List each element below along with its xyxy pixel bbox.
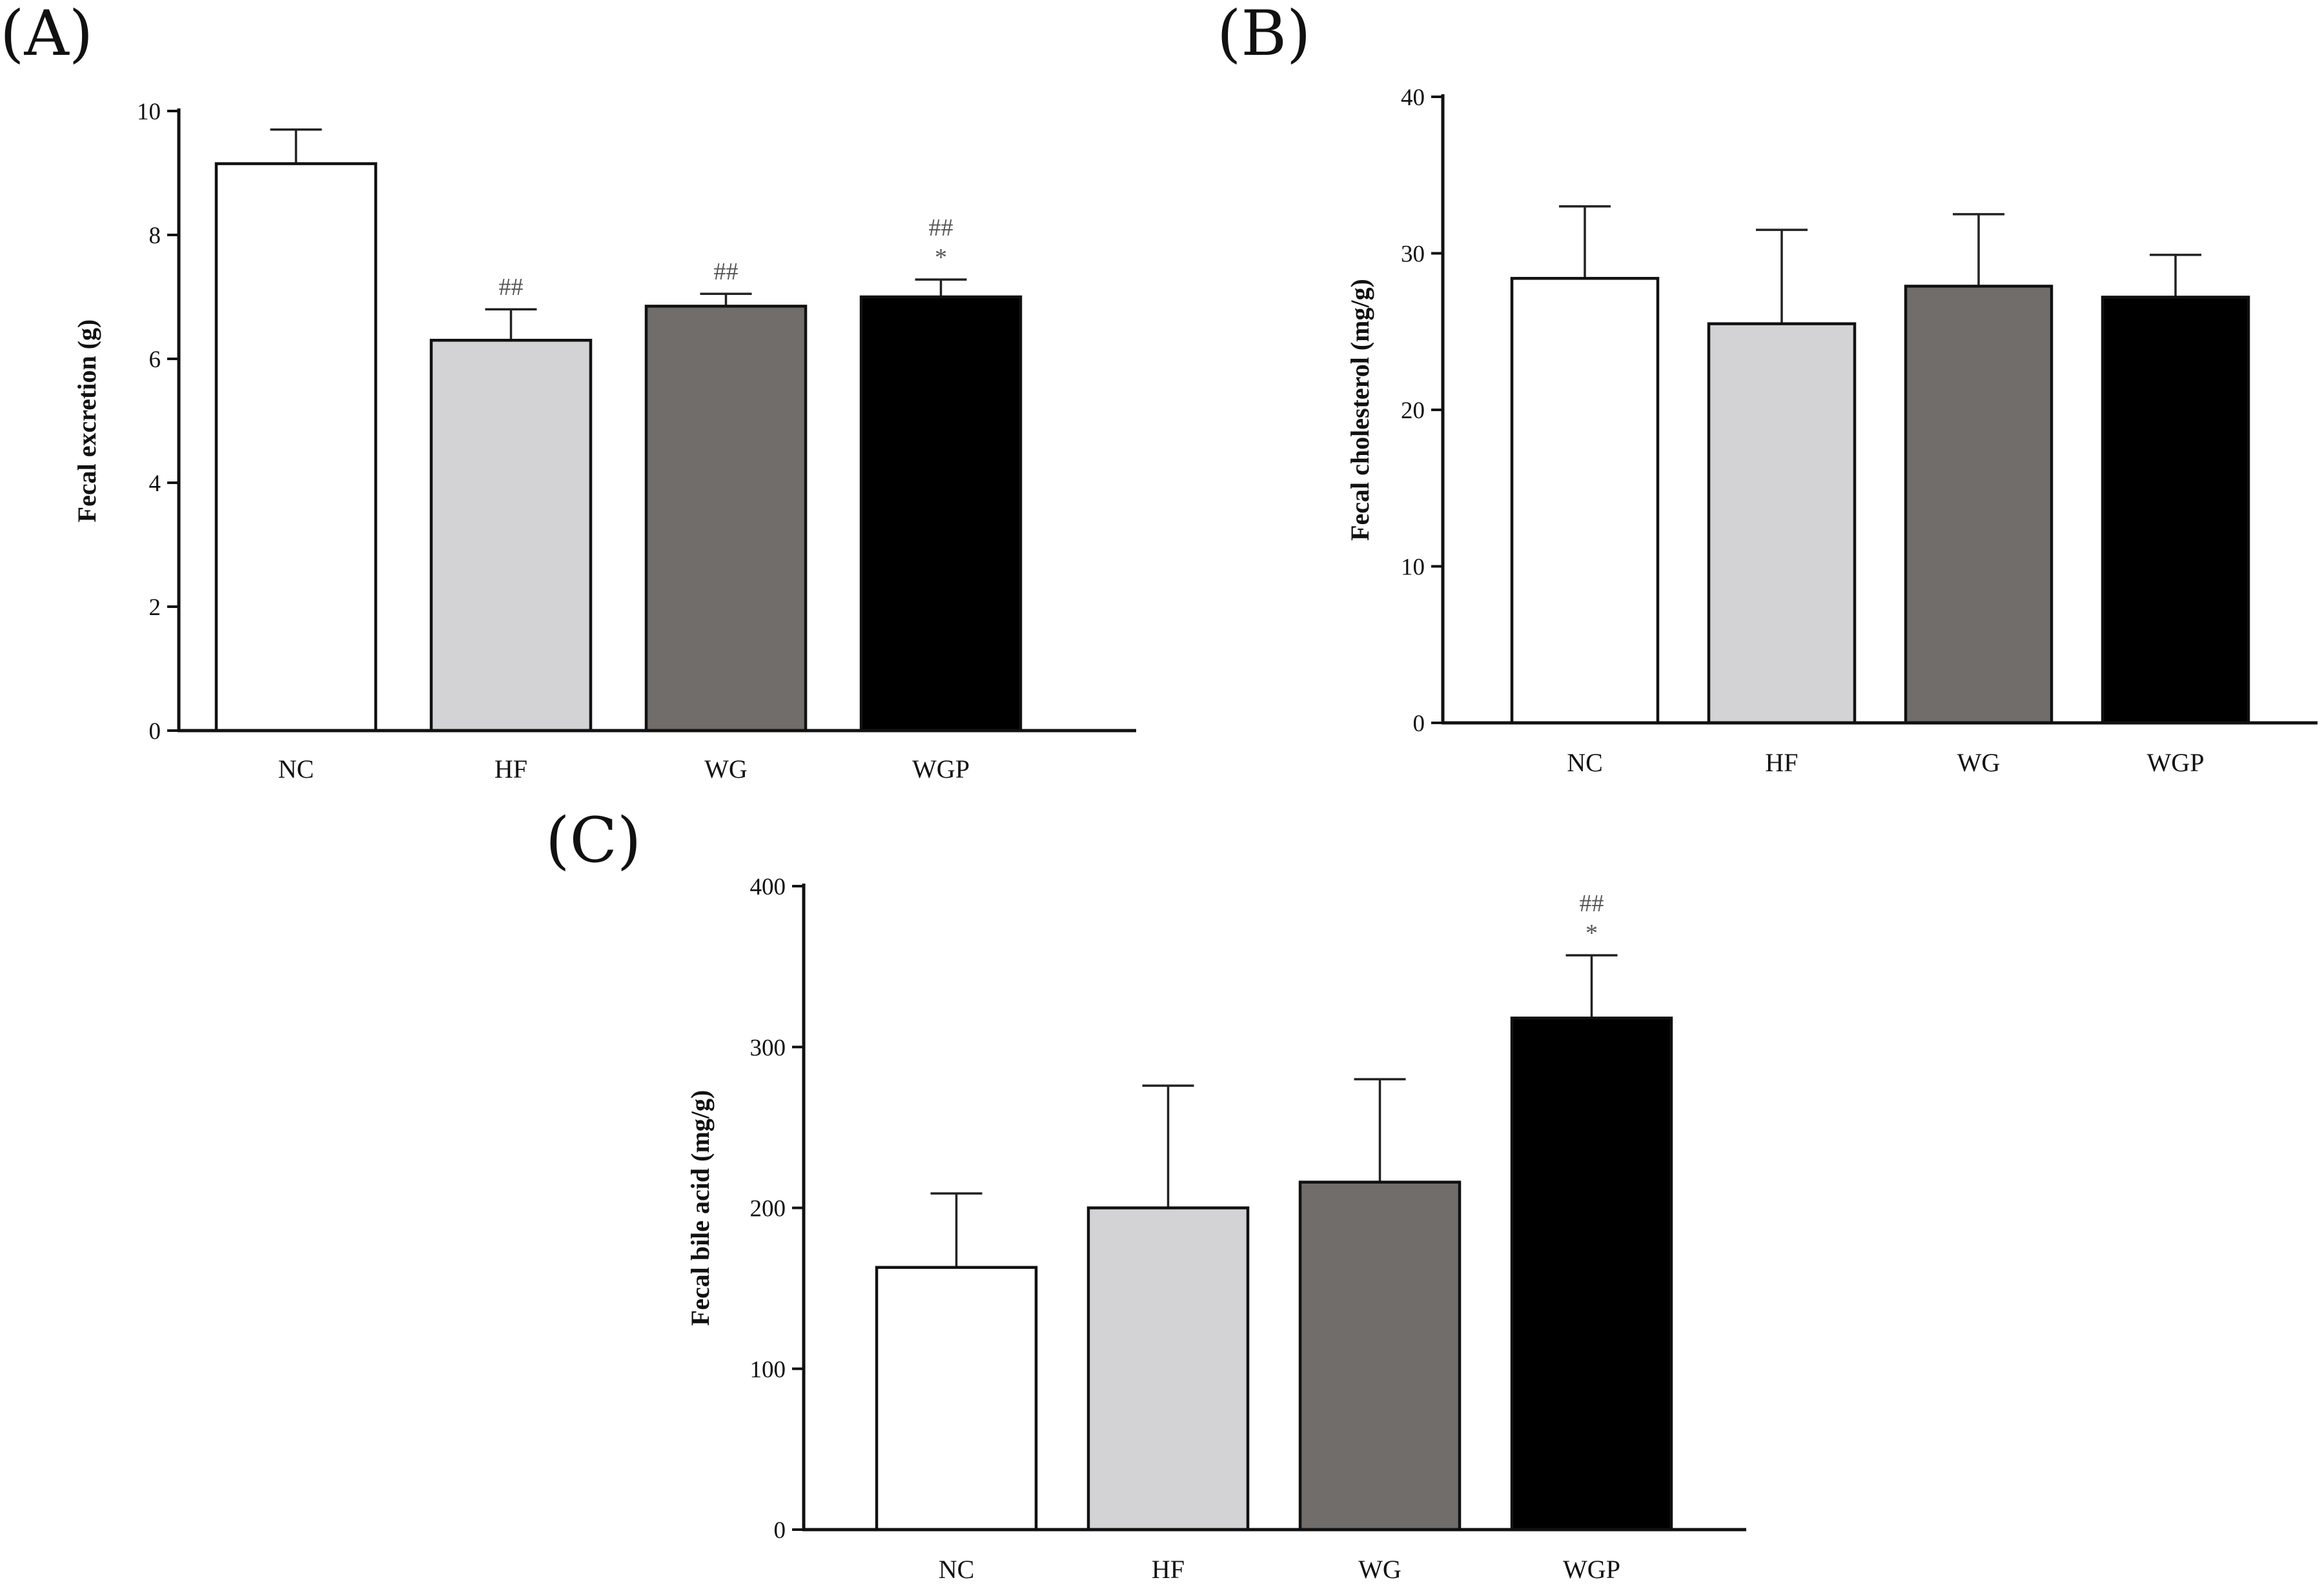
y-tick-label: 10 — [137, 99, 161, 125]
bar-hf — [1086, 1206, 1250, 1532]
bar-nc — [1510, 277, 1660, 725]
panel-label: (C) — [545, 804, 641, 876]
bar-wg — [644, 305, 808, 733]
bar-wgp — [2101, 296, 2250, 725]
significance-mark: ## — [929, 214, 953, 241]
significance-mark: ## — [1580, 890, 1604, 917]
category-label: WG — [1358, 1555, 1402, 1584]
panel-c: (C) Fecal bile acid (mg/g) 0 100 200 300 400 NC… — [545, 804, 1746, 1584]
category-label: WG — [1957, 748, 2001, 777]
bar-wgp — [859, 295, 1023, 733]
significance-mark: ## — [714, 258, 739, 285]
bar-hf — [429, 338, 593, 733]
y-axis-label: Fecal bile acid (mg/g) — [686, 1090, 715, 1326]
y-tick-label: 10 — [1401, 554, 1425, 581]
y-tick-label: 30 — [1401, 241, 1425, 268]
category-label: WGP — [1563, 1555, 1620, 1584]
category-label: NC — [278, 754, 314, 784]
category-label: WGP — [912, 754, 970, 784]
y-tick-label: 300 — [750, 1035, 786, 1061]
y-tick-label: 0 — [1413, 711, 1425, 737]
y-tick-label: 400 — [750, 874, 786, 900]
y-axis-label: Fecal cholesterol (mg/g) — [1345, 279, 1374, 541]
category-label: HF — [1765, 748, 1798, 777]
category-label: HF — [494, 754, 527, 784]
y-tick-label: 0 — [774, 1517, 786, 1544]
panel-label: (A) — [0, 0, 93, 70]
y-tick-label: 0 — [149, 718, 161, 745]
bar-wg — [1298, 1180, 1462, 1532]
y-tick-label: 100 — [750, 1357, 786, 1383]
significance-mark: ## — [499, 274, 524, 301]
panel-b: (B) Fecal cholesterol (mg/g) 0 10 20 30 40 NC HF… — [1217, 0, 2318, 777]
bar-nc — [214, 162, 378, 733]
y-tick-label: 200 — [750, 1196, 786, 1222]
significance-mark: * — [935, 244, 947, 271]
category-label: WG — [704, 754, 748, 784]
y-tick-label: 40 — [1401, 85, 1425, 111]
panel-label: (B) — [1217, 0, 1310, 70]
panel-a: (A) Fecal excretion (g) 0 2 4 6 8 10 NC ## HF ## WG *… — [0, 0, 1136, 784]
bar-wgp — [1510, 1017, 1673, 1532]
y-tick-label: 2 — [149, 594, 161, 621]
bar-hf — [1707, 322, 1857, 725]
y-tick-label: 8 — [149, 223, 161, 249]
category-label: NC — [939, 1555, 975, 1584]
y-tick-label: 6 — [149, 347, 161, 373]
significance-mark: * — [1585, 920, 1598, 947]
y-axis-label: Fecal excretion (g) — [72, 319, 101, 523]
bar-nc — [875, 1266, 1038, 1532]
category-label: NC — [1567, 748, 1603, 777]
y-tick-label: 4 — [149, 471, 161, 497]
y-tick-label: 20 — [1401, 398, 1425, 424]
category-label: WGP — [2147, 748, 2205, 777]
category-label: HF — [1152, 1555, 1185, 1584]
bar-wg — [1904, 285, 2054, 725]
